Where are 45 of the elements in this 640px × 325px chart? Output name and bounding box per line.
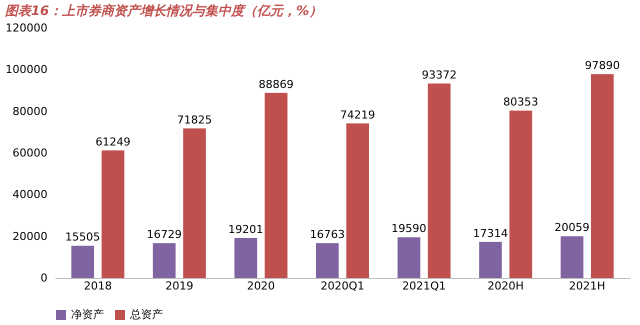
legend-label: 总资产 xyxy=(129,308,163,321)
bar xyxy=(152,243,176,278)
bar xyxy=(428,83,451,278)
data-label: 16763 xyxy=(310,228,345,242)
x-tick-label: 2021H xyxy=(569,280,606,292)
data-label: 61249 xyxy=(95,135,130,148)
data-label: 16729 xyxy=(146,228,182,242)
bar xyxy=(590,74,614,278)
x-tick-label: 2020 xyxy=(246,280,275,292)
data-label: 19201 xyxy=(228,223,264,236)
data-label: 88869 xyxy=(258,78,294,91)
x-tick-label: 2018 xyxy=(84,280,112,292)
data-label: 17314 xyxy=(472,226,508,240)
y-tick-label: 120000 xyxy=(6,22,48,34)
bar xyxy=(560,236,584,278)
data-label: 71825 xyxy=(177,113,212,126)
bar xyxy=(183,128,206,278)
legend-label: 净资产 xyxy=(71,308,104,321)
y-tick-label: 20000 xyxy=(12,230,48,243)
bar xyxy=(264,92,288,278)
data-label: 19590 xyxy=(391,222,426,236)
data-label: 20059 xyxy=(554,221,590,234)
bar xyxy=(102,150,124,278)
y-tick-label: 40000 xyxy=(12,188,48,202)
bar xyxy=(346,123,370,278)
bar xyxy=(71,246,94,278)
data-label: 15505 xyxy=(65,230,100,244)
bar xyxy=(509,110,532,278)
data-label: 93372 xyxy=(422,68,457,82)
x-tick-label: 2021Q1 xyxy=(402,280,446,292)
y-tick-label: 0 xyxy=(40,272,48,284)
data-label: 80353 xyxy=(503,96,538,109)
bar xyxy=(316,243,339,278)
bar xyxy=(479,242,502,278)
y-tick-label: 100000 xyxy=(6,63,48,76)
y-tick-label: 80000 xyxy=(12,104,48,118)
bar xyxy=(234,238,258,278)
x-tick-label: 2019 xyxy=(165,280,194,292)
chart-title: 图表16：上市券商资产增长情况与集中度（亿元，%） xyxy=(5,3,322,19)
bar xyxy=(398,237,420,278)
x-tick-label: 2020Q1 xyxy=(320,280,364,292)
y-tick-label: 60000 xyxy=(12,146,48,160)
x-tick-label: 2020H xyxy=(487,280,524,292)
data-label: 97890 xyxy=(584,59,620,72)
data-label: 74219 xyxy=(340,108,376,122)
